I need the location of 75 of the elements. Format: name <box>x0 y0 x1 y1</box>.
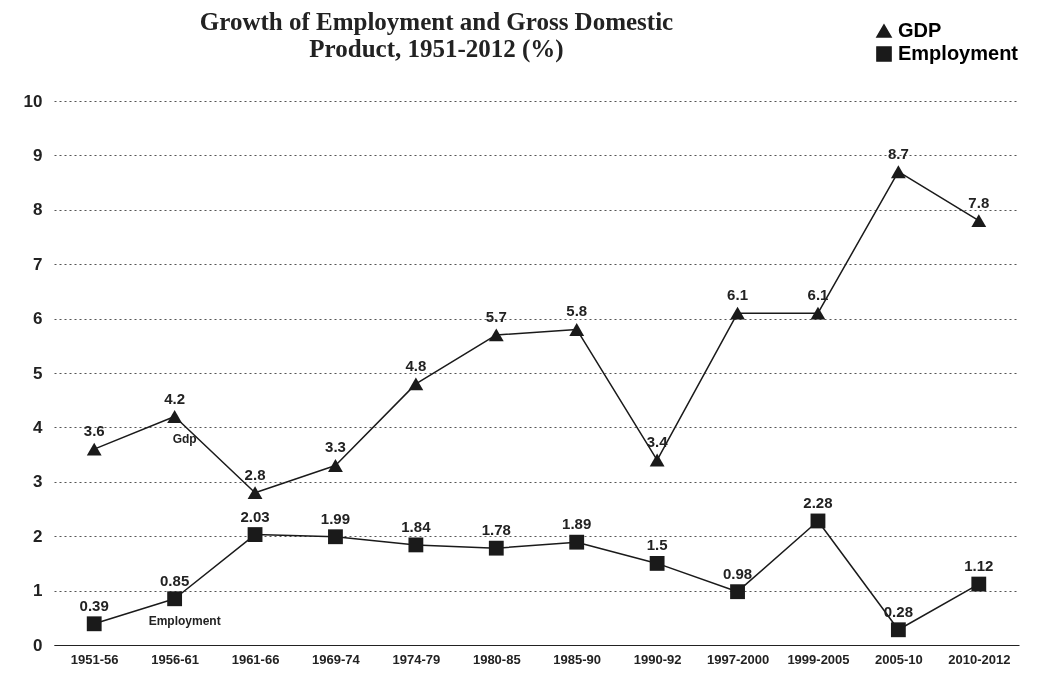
data-label: 6.1 <box>807 286 829 304</box>
point <box>488 540 504 556</box>
data-label: 2.28 <box>803 493 833 511</box>
data-label: 1.84 <box>401 517 432 535</box>
x-tick-label: 2010-2012 <box>948 651 1011 667</box>
y-tick-label: 10 <box>23 91 43 111</box>
point <box>730 584 745 600</box>
data-label: 1.89 <box>562 515 592 533</box>
legend-label: Employment <box>898 42 1019 64</box>
x-tick-label: 1951-56 <box>70 651 119 667</box>
y-tick-label: 7 <box>33 254 43 274</box>
y-tick-label: 9 <box>33 145 43 165</box>
point <box>569 323 585 336</box>
point <box>569 534 585 550</box>
x-tick-label: 1974-79 <box>392 651 441 667</box>
data-label: 5.8 <box>566 302 588 320</box>
point <box>971 214 987 228</box>
x-tick-label: 1985-90 <box>553 651 602 667</box>
data-label: 3.6 <box>83 422 105 440</box>
x-tick-label: 1999-2005 <box>787 651 850 667</box>
data-label: 5.7 <box>485 307 507 325</box>
data-label: 6.1 <box>727 286 748 304</box>
y-tick-label: 8 <box>33 200 43 220</box>
data-label: 0.98 <box>722 564 753 582</box>
x-tick-label: 1980-85 <box>472 651 521 667</box>
data-label: 2.8 <box>244 465 266 483</box>
data-label: 4.8 <box>405 356 427 374</box>
point <box>649 453 665 467</box>
point <box>247 527 263 542</box>
legend-label: GDP <box>898 19 942 41</box>
point <box>810 306 826 320</box>
point <box>890 165 906 179</box>
x-tick-label: 1990-92 <box>633 651 682 667</box>
data-label: 1.12 <box>964 557 994 575</box>
y-tick-label: 3 <box>33 472 43 492</box>
point <box>167 591 183 607</box>
point <box>408 377 424 391</box>
x-tick-label: 1956-61 <box>151 651 199 667</box>
chart-title: Growth of Employment and Gross Domestic Product, 1951-2012 (%) <box>199 8 674 63</box>
point <box>86 616 102 632</box>
data-label: 0.28 <box>883 602 913 620</box>
data-label: 0.85 <box>160 571 190 589</box>
point <box>730 306 745 320</box>
annotation: Gdp <box>172 431 197 446</box>
x-tick-label: 1961-66 <box>231 651 280 667</box>
x-tick-label: 2005-10 <box>875 651 923 667</box>
data-label: 1.99 <box>320 509 351 527</box>
x-tick-label: 1969-74 <box>312 651 361 667</box>
x-tick-label: 1997-2000 <box>706 651 770 667</box>
data-label: 2.03 <box>240 507 270 525</box>
data-label: 0.39 <box>79 596 109 614</box>
data-label: 8.7 <box>887 144 909 162</box>
y-tick-label: 6 <box>33 309 43 329</box>
point <box>890 622 906 638</box>
data-label: 3.4 <box>646 433 669 451</box>
data-label: 7.8 <box>968 193 990 211</box>
y-tick-label: 5 <box>33 363 43 383</box>
data-label: 1.78 <box>481 521 511 539</box>
data-label: 4.2 <box>164 389 186 407</box>
y-tick-label: 0 <box>33 635 43 655</box>
point <box>649 555 665 571</box>
annotation: Employment <box>148 613 221 628</box>
point <box>328 459 343 472</box>
point <box>971 576 987 592</box>
data-label: 1.5 <box>646 536 668 554</box>
point <box>328 529 343 545</box>
point <box>488 328 504 342</box>
y-tick-label: 2 <box>33 526 43 546</box>
point <box>408 537 424 553</box>
point <box>247 486 263 500</box>
point <box>86 442 102 456</box>
data-label: 3.3 <box>325 438 346 456</box>
y-tick-label: 1 <box>33 581 43 601</box>
y-tick-label: 4 <box>33 417 44 437</box>
point <box>167 410 183 423</box>
